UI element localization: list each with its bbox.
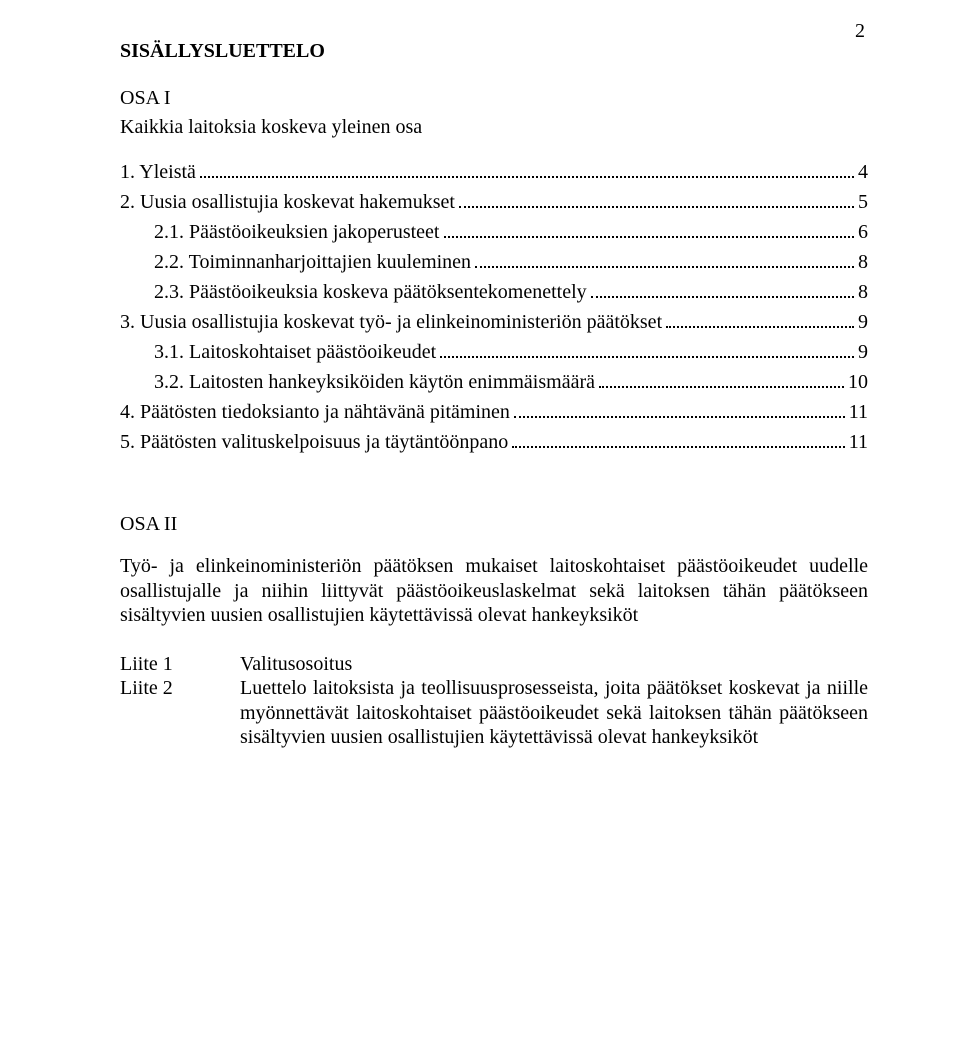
toc-row: 3.1. Laitoskohtaiset päästöoikeudet 9 xyxy=(120,337,868,367)
toc-page: 11 xyxy=(849,397,868,427)
toc-label: 3. Uusia osallistujia koskevat työ- ja e… xyxy=(120,307,662,337)
toc-leader-dots xyxy=(599,386,844,388)
toc-label: 4. Päätösten tiedoksianto ja nähtävänä p… xyxy=(120,397,510,427)
page: 2 SISÄLLYSLUETTELO OSA I Kaikkia laitoks… xyxy=(0,0,960,1048)
toc-label: 1. Yleistä xyxy=(120,157,196,187)
osa2-body: Työ- ja elinkeinoministeriön päätöksen m… xyxy=(120,554,868,628)
appendix-label: Liite 2 xyxy=(120,676,240,749)
page-number: 2 xyxy=(855,20,865,43)
toc-page: 11 xyxy=(849,427,868,457)
toc-leader-dots xyxy=(514,416,845,418)
toc-label: 2.1. Päästöoikeuksien jakoperusteet xyxy=(154,217,440,247)
toc-leader-dots xyxy=(200,176,854,178)
toc-row: 3. Uusia osallistujia koskevat työ- ja e… xyxy=(120,307,868,337)
toc-label: 3.1. Laitoskohtaiset päästöoikeudet xyxy=(154,337,436,367)
toc-row: 2.3. Päästöoikeuksia koskeva päätöksente… xyxy=(120,277,868,307)
appendix-label: Liite 1 xyxy=(120,652,240,676)
toc-row: 5. Päätösten valituskelpoisuus ja täytän… xyxy=(120,427,868,457)
toc-leader-dots xyxy=(591,296,854,298)
toc-leader-dots xyxy=(475,266,854,268)
toc-label: 5. Päätösten valituskelpoisuus ja täytän… xyxy=(120,427,508,457)
toc-row: 4. Päätösten tiedoksianto ja nähtävänä p… xyxy=(120,397,868,427)
toc-leader-dots xyxy=(666,326,854,328)
appendix-text: Luettelo laitoksista ja teollisuusproses… xyxy=(240,676,868,749)
toc-label: 2. Uusia osallistujia koskevat hakemukse… xyxy=(120,187,455,217)
toc-page: 5 xyxy=(858,187,868,217)
toc-page: 4 xyxy=(858,157,868,187)
toc-leader-dots xyxy=(512,446,844,448)
osa1-subtitle: Kaikkia laitoksia koskeva yleinen osa xyxy=(120,116,868,139)
toc-row: 2. Uusia osallistujia koskevat hakemukse… xyxy=(120,187,868,217)
appendix-row: Liite 1Valitusosoitus xyxy=(120,652,868,676)
table-of-contents: 1. Yleistä 4 2. Uusia osallistujia koskeva… xyxy=(120,157,868,457)
toc-row: 1. Yleistä 4 xyxy=(120,157,868,187)
toc-leader-dots xyxy=(459,206,854,208)
toc-page: 9 xyxy=(858,337,868,367)
toc-page: 9 xyxy=(858,307,868,337)
toc-page: 8 xyxy=(858,277,868,307)
toc-row: 3.2. Laitosten hankeyksiköiden käytön en… xyxy=(120,367,868,397)
toc-page: 6 xyxy=(858,217,868,247)
toc-page: 10 xyxy=(848,367,868,397)
osa2-head: OSA II xyxy=(120,513,868,536)
toc-row: 2.1. Päästöoikeuksien jakoperusteet 6 xyxy=(120,217,868,247)
osa1-head: OSA I xyxy=(120,87,868,110)
toc-leader-dots xyxy=(440,356,854,358)
document-title: SISÄLLYSLUETTELO xyxy=(120,40,868,63)
toc-row: 2.2. Toiminnanharjoittajien kuuleminen 8 xyxy=(120,247,868,277)
appendix-row: Liite 2Luettelo laitoksista ja teollisuu… xyxy=(120,676,868,749)
toc-label: 3.2. Laitosten hankeyksiköiden käytön en… xyxy=(154,367,595,397)
toc-page: 8 xyxy=(858,247,868,277)
toc-label: 2.3. Päästöoikeuksia koskeva päätöksente… xyxy=(154,277,587,307)
toc-label: 2.2. Toiminnanharjoittajien kuuleminen xyxy=(154,247,471,277)
appendix-text: Valitusosoitus xyxy=(240,652,868,676)
toc-leader-dots xyxy=(444,236,855,238)
appendix-list: Liite 1ValitusosoitusLiite 2Luettelo lai… xyxy=(120,652,868,750)
